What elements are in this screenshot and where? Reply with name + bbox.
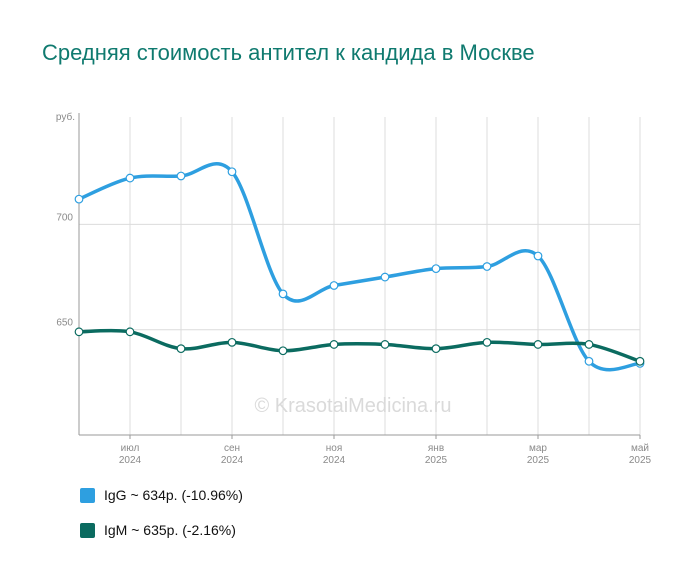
data-point-igm (176, 344, 186, 354)
legend-swatch-igg (80, 487, 95, 503)
legend-item-igm[interactable]: IgM ~ 635р. (-2.16%) (80, 521, 243, 539)
x-tick-year: 2024 (221, 455, 244, 466)
x-tick-label: ноя (326, 443, 343, 454)
data-point-igg (227, 167, 237, 177)
legend-label-igm: IgM ~ 635р. (-2.16%) (104, 522, 236, 538)
data-point-igg (584, 356, 594, 366)
x-tick-label: сен (224, 443, 240, 454)
series-line-igg (77, 162, 642, 372)
x-tick-label: май (631, 443, 649, 454)
x-tick-label: июл (121, 443, 140, 454)
legend-item-igg[interactable]: IgG ~ 634р. (-10.96%) (80, 486, 243, 504)
legend-label-igg: IgG ~ 634р. (-10.96%) (104, 487, 243, 503)
data-point-igg (431, 264, 441, 274)
data-point-igg (482, 262, 492, 271)
axis-labels: 650700руб.июл2024сен2024ноя2024янв2025ма… (56, 111, 652, 466)
axes (78, 113, 641, 439)
x-tick-label: янв (428, 443, 444, 454)
line-chart: © KrasotaiMedicina.ru 650700руб.июл2024с… (56, 111, 652, 466)
legend-swatch-igm (80, 522, 95, 538)
data-point-igg (74, 194, 84, 204)
data-point-igg (125, 173, 135, 183)
series-points (74, 167, 645, 368)
x-tick-label: мар (529, 443, 547, 454)
data-point-igm (533, 340, 543, 349)
y-tick-label: 700 (56, 212, 73, 223)
chart-title: Средняя стоимость антител к кандида в Мо… (42, 40, 535, 65)
series-lines (77, 162, 642, 372)
legend: IgG ~ 634р. (-10.96%) IgM ~ 635р. (-2.16… (80, 486, 243, 556)
data-point-igg (176, 171, 186, 181)
data-point-igm (227, 337, 237, 347)
y-tick-label: 650 (56, 318, 73, 329)
grid (79, 117, 641, 435)
y-unit-label: руб. (56, 111, 75, 123)
data-point-igm (482, 337, 492, 347)
x-tick-year: 2024 (119, 455, 142, 466)
data-point-igg (278, 289, 288, 299)
data-point-igm (125, 327, 135, 337)
watermark: © KrasotaiMedicina.ru (254, 395, 451, 417)
data-point-igm (635, 356, 645, 366)
series-line-igm (77, 328, 642, 364)
data-point-igm (329, 340, 339, 349)
x-tick-year: 2025 (527, 455, 550, 466)
x-tick-year: 2025 (425, 455, 448, 466)
x-tick-year: 2025 (629, 455, 652, 466)
data-point-igm (278, 346, 288, 356)
x-tick-year: 2024 (323, 455, 346, 466)
data-point-igm (380, 340, 390, 349)
data-point-igg (329, 281, 339, 290)
data-point-igg (533, 251, 543, 261)
data-point-igm (584, 340, 594, 349)
data-point-igm (74, 327, 84, 337)
data-point-igg (380, 272, 390, 282)
data-point-igm (431, 344, 441, 354)
